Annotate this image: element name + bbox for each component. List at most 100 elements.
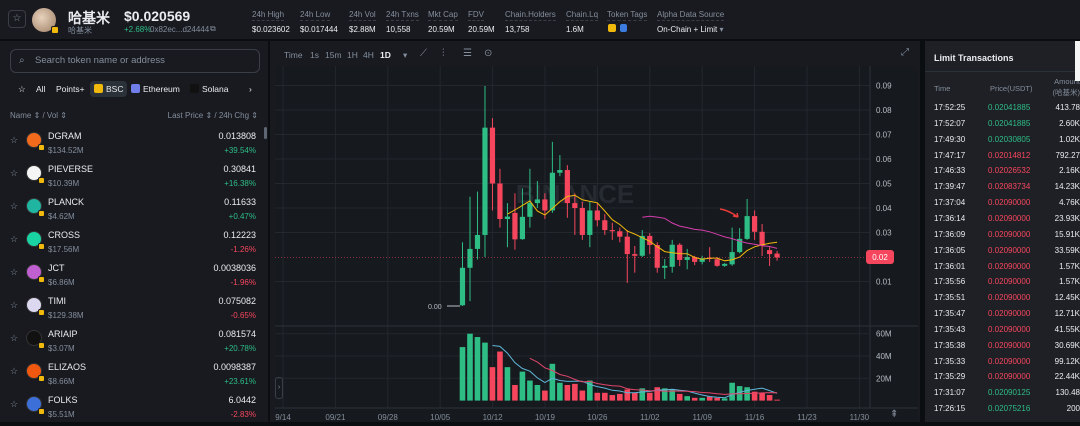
collapse-handle[interactable]: › xyxy=(275,377,283,399)
token-row[interactable]: ☆ TIMI $129.38M 0.075082 -0.65% xyxy=(0,294,268,327)
token-vol: $6.86M xyxy=(48,278,75,287)
indicators-icon[interactable]: ⫶ xyxy=(442,48,445,59)
favorite-star-icon[interactable]: ☆ xyxy=(10,333,19,343)
favorite-star-icon[interactable]: ☆ xyxy=(10,399,19,409)
chevron-right-icon[interactable]: › xyxy=(249,84,252,94)
interval-15m[interactable]: 15m xyxy=(325,50,342,60)
token-row[interactable]: ☆ PIEVERSE $10.39M 0.30841 +16.38% xyxy=(0,162,268,195)
fullscreen-icon[interactable]: ⤢ xyxy=(901,47,909,58)
settings-icon[interactable]: ⊙ xyxy=(484,48,493,59)
search-input[interactable]: ⌕ Search token name or address xyxy=(10,49,260,73)
volume-bar xyxy=(736,386,743,401)
data-source-select[interactable]: On-Chain + Limit ▾ xyxy=(657,25,724,34)
x-tick-label: 10/12 xyxy=(483,413,504,422)
token-name: ELIZAOS xyxy=(48,362,87,372)
interval-dropdown-icon[interactable]: ▾ xyxy=(403,50,408,60)
volume-bar xyxy=(699,397,705,401)
favorite-star-icon[interactable]: ☆ xyxy=(10,135,19,145)
trade-amount: 1.57K xyxy=(1059,261,1080,271)
candle-body xyxy=(542,199,548,211)
token-row[interactable]: ☆ CROSS $17.56M 0.12223 -1.26% xyxy=(0,228,268,261)
trade-amount: 30.69K xyxy=(1054,340,1080,350)
favorite-star-icon[interactable]: ☆ xyxy=(10,366,19,376)
trade-time: 17:49:30 xyxy=(934,134,966,144)
filter-ethereum[interactable]: Ethereum xyxy=(131,81,180,97)
volume-bar xyxy=(527,380,533,401)
annotation-arrow-icon xyxy=(719,208,739,218)
token-icon xyxy=(26,231,45,250)
filter-solana[interactable]: Solana xyxy=(190,81,228,97)
candle-body xyxy=(459,267,466,306)
filter-bsc[interactable]: BSC xyxy=(90,81,128,97)
trade-amount: 23.93K xyxy=(1054,213,1080,223)
interval-1h[interactable]: 1H xyxy=(347,50,358,60)
interval-4h[interactable]: 4H xyxy=(363,50,374,60)
token-name: CROSS xyxy=(48,230,81,240)
filter-all[interactable]: All xyxy=(36,81,45,97)
range-value: 17.73% xyxy=(589,75,617,84)
bsc-badge-icon xyxy=(38,210,45,217)
trade-price: 0.02090000 xyxy=(988,309,1031,319)
stat-value: 13,758 xyxy=(505,25,530,34)
current-price-label: 0.02 xyxy=(872,253,888,262)
trade-time: 17:31:07 xyxy=(934,388,966,398)
volume-bar xyxy=(766,395,773,401)
token-vol: $8.66M xyxy=(48,377,75,386)
copy-icon[interactable]: ⧉ xyxy=(210,24,216,33)
close-value: 0.02 xyxy=(477,75,493,84)
token-price: 0.12223 xyxy=(223,230,256,240)
trade-time: 17:46:33 xyxy=(934,166,966,176)
chain-icon xyxy=(131,84,140,93)
interval-time[interactable]: Time xyxy=(284,50,303,60)
watermark: BINANCE xyxy=(516,179,634,209)
token-row[interactable]: ☆ DGRAM $134.52M 0.013808 +39.54% xyxy=(0,129,268,162)
candle-body xyxy=(707,257,713,259)
token-name: JCT xyxy=(48,263,65,273)
favorite-star-icon[interactable]: ☆ xyxy=(10,201,19,211)
overlay-edge xyxy=(1075,41,1080,81)
trade-price: 0.02090000 xyxy=(988,198,1031,208)
trade-time: 17:52:25 xyxy=(934,103,966,112)
favorite-star-icon[interactable]: ☆ xyxy=(10,300,19,310)
trade-time: 17:35:29 xyxy=(934,372,966,382)
trade-price: 0.02041885 xyxy=(988,103,1031,112)
open-value: 0.02 xyxy=(358,75,375,84)
low-label: Low: xyxy=(415,75,433,84)
ma25-line xyxy=(642,215,778,249)
trade-price: 0.02083734 xyxy=(988,182,1031,192)
sort-price-chg[interactable]: Last Price ⇕ / 24h Chg ⇕ xyxy=(167,111,258,120)
favorite-star-icon[interactable]: ☆ xyxy=(8,10,26,28)
vol-ma2-value: 5,068,855.6300 xyxy=(417,328,474,337)
scroll-to-latest-icon[interactable]: ⇞ xyxy=(890,409,899,420)
scrollbar[interactable] xyxy=(264,127,267,139)
candle-body xyxy=(564,170,570,204)
filter-points-plus[interactable]: Points+ xyxy=(56,81,85,97)
token-row[interactable]: ☆ PLANCK $4.62M 0.11633 +0.47% xyxy=(0,195,268,228)
sort-name-vol[interactable]: Name ⇕ / Vol ⇕ xyxy=(10,111,67,120)
layout-icon[interactable]: ☰ xyxy=(463,48,472,59)
interval-1d[interactable]: 1D xyxy=(380,50,391,60)
favorite-star-icon[interactable]: ☆ xyxy=(10,168,19,178)
token-row[interactable]: ☆ ELIZAOS $8.66M 0.0098387 +23.61% xyxy=(0,360,268,393)
favorite-star-icon[interactable]: ☆ xyxy=(10,234,19,244)
stat-label: Mkt Cap xyxy=(428,10,458,21)
favorites-filter-icon[interactable]: ☆ xyxy=(18,84,26,94)
trade-row: 17:46:33 0.02026532 2.16K xyxy=(925,163,1080,178)
trade-time: 17:35:43 xyxy=(934,324,966,334)
token-row[interactable]: ☆ FOLKS $5.51M 6.0442 -2.83% xyxy=(0,393,268,426)
token-tags-label: Token Tags xyxy=(607,10,648,21)
bsc-badge-icon xyxy=(38,408,45,415)
favorite-star-icon[interactable]: ☆ xyxy=(10,267,19,277)
bsc-badge-icon xyxy=(38,375,45,382)
token-icon xyxy=(26,396,45,415)
vol-ma1-value: 7,892,257.8166 xyxy=(359,328,416,337)
x-tick-label: 11/02 xyxy=(640,413,660,422)
chain-icon xyxy=(190,84,199,93)
col-price: Price(USDT) xyxy=(990,84,1033,93)
interval-1s[interactable]: 1s xyxy=(310,50,319,60)
volume-bar xyxy=(624,389,631,401)
chart-type-icon[interactable]: ⟋ xyxy=(420,48,427,59)
token-row[interactable]: ☆ ARIAIP $3.07M 0.081574 +20.78% xyxy=(0,327,268,360)
trade-time: 17:37:04 xyxy=(934,198,966,208)
token-row[interactable]: ☆ JCT $6.86M 0.0038036 -1.96% xyxy=(0,261,268,294)
